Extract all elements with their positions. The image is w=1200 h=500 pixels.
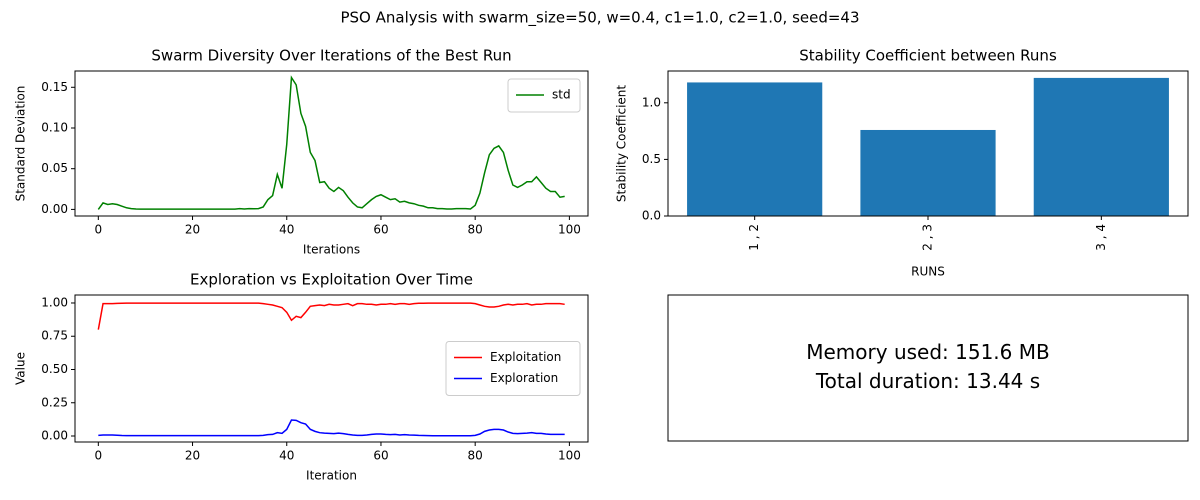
subplot-title: Stability Coefficient between Runs [799,47,1057,65]
x-tick-label: 20 [185,449,200,463]
x-tick-label: 80 [468,223,483,237]
legend-label: Exploitation [490,350,561,364]
x-tick-label: 2 , 3 [921,224,935,251]
subplot-title: Exploration vs Exploitation Over Time [190,271,473,289]
text-panel [667,294,1189,442]
legend-label: std [552,88,571,102]
y-tick-label: 0.75 [41,329,68,343]
y-tick-label: 0.00 [41,202,68,216]
y-tick-label: 0.50 [41,362,68,376]
y-tick-label: 0.5 [642,152,661,166]
subplot-title: Swarm Diversity Over Iterations of the B… [151,47,511,65]
legend-box [445,341,581,396]
x-tick-label: 80 [468,449,483,463]
line-series [98,419,565,437]
figure-title: PSO Analysis with swarm_size=50, w=0.4, … [340,9,859,28]
info-text: Total duration: 13.44 s [815,369,1040,393]
y-axis-label: Value [14,352,28,385]
legend-label: Exploration [490,371,558,385]
bar [860,129,996,216]
x-tick-label: 0 [94,449,102,463]
x-tick-label: 100 [558,449,581,463]
line-series [97,302,565,330]
x-tick-label: 20 [185,223,200,237]
x-tick-label: 100 [558,223,581,237]
x-tick-label: 40 [279,223,294,237]
axes-frame [74,70,589,217]
y-tick-label: 0.10 [41,120,68,134]
bar [687,82,823,217]
axes-frame [667,70,1189,217]
x-axis-label: Iteration [306,469,357,483]
y-tick-label: 1.00 [41,295,68,309]
y-axis-label: Stability Coefficient [615,85,629,203]
y-tick-label: 0.0 [642,209,661,223]
x-tick-label: 3 , 4 [1094,224,1108,251]
line-series [97,75,565,210]
x-axis-label: Iterations [303,243,360,257]
x-axis-label: RUNS [911,265,945,279]
axes-frame [74,294,589,443]
y-tick-label: 0.15 [41,80,68,94]
info-text: Memory used: 151.6 MB [806,340,1049,364]
y-axis-label: Standard Deviation [14,86,28,202]
y-tick-label: 0.25 [41,395,68,409]
x-tick-label: 0 [94,223,102,237]
y-tick-label: 1.0 [642,95,661,109]
y-tick-label: 0.05 [41,161,68,175]
x-tick-label: 60 [373,449,388,463]
bar [1033,77,1169,217]
x-tick-label: 1 , 2 [747,224,761,251]
x-tick-label: 60 [373,223,388,237]
x-tick-label: 40 [279,449,294,463]
y-tick-label: 0.00 [41,429,68,443]
